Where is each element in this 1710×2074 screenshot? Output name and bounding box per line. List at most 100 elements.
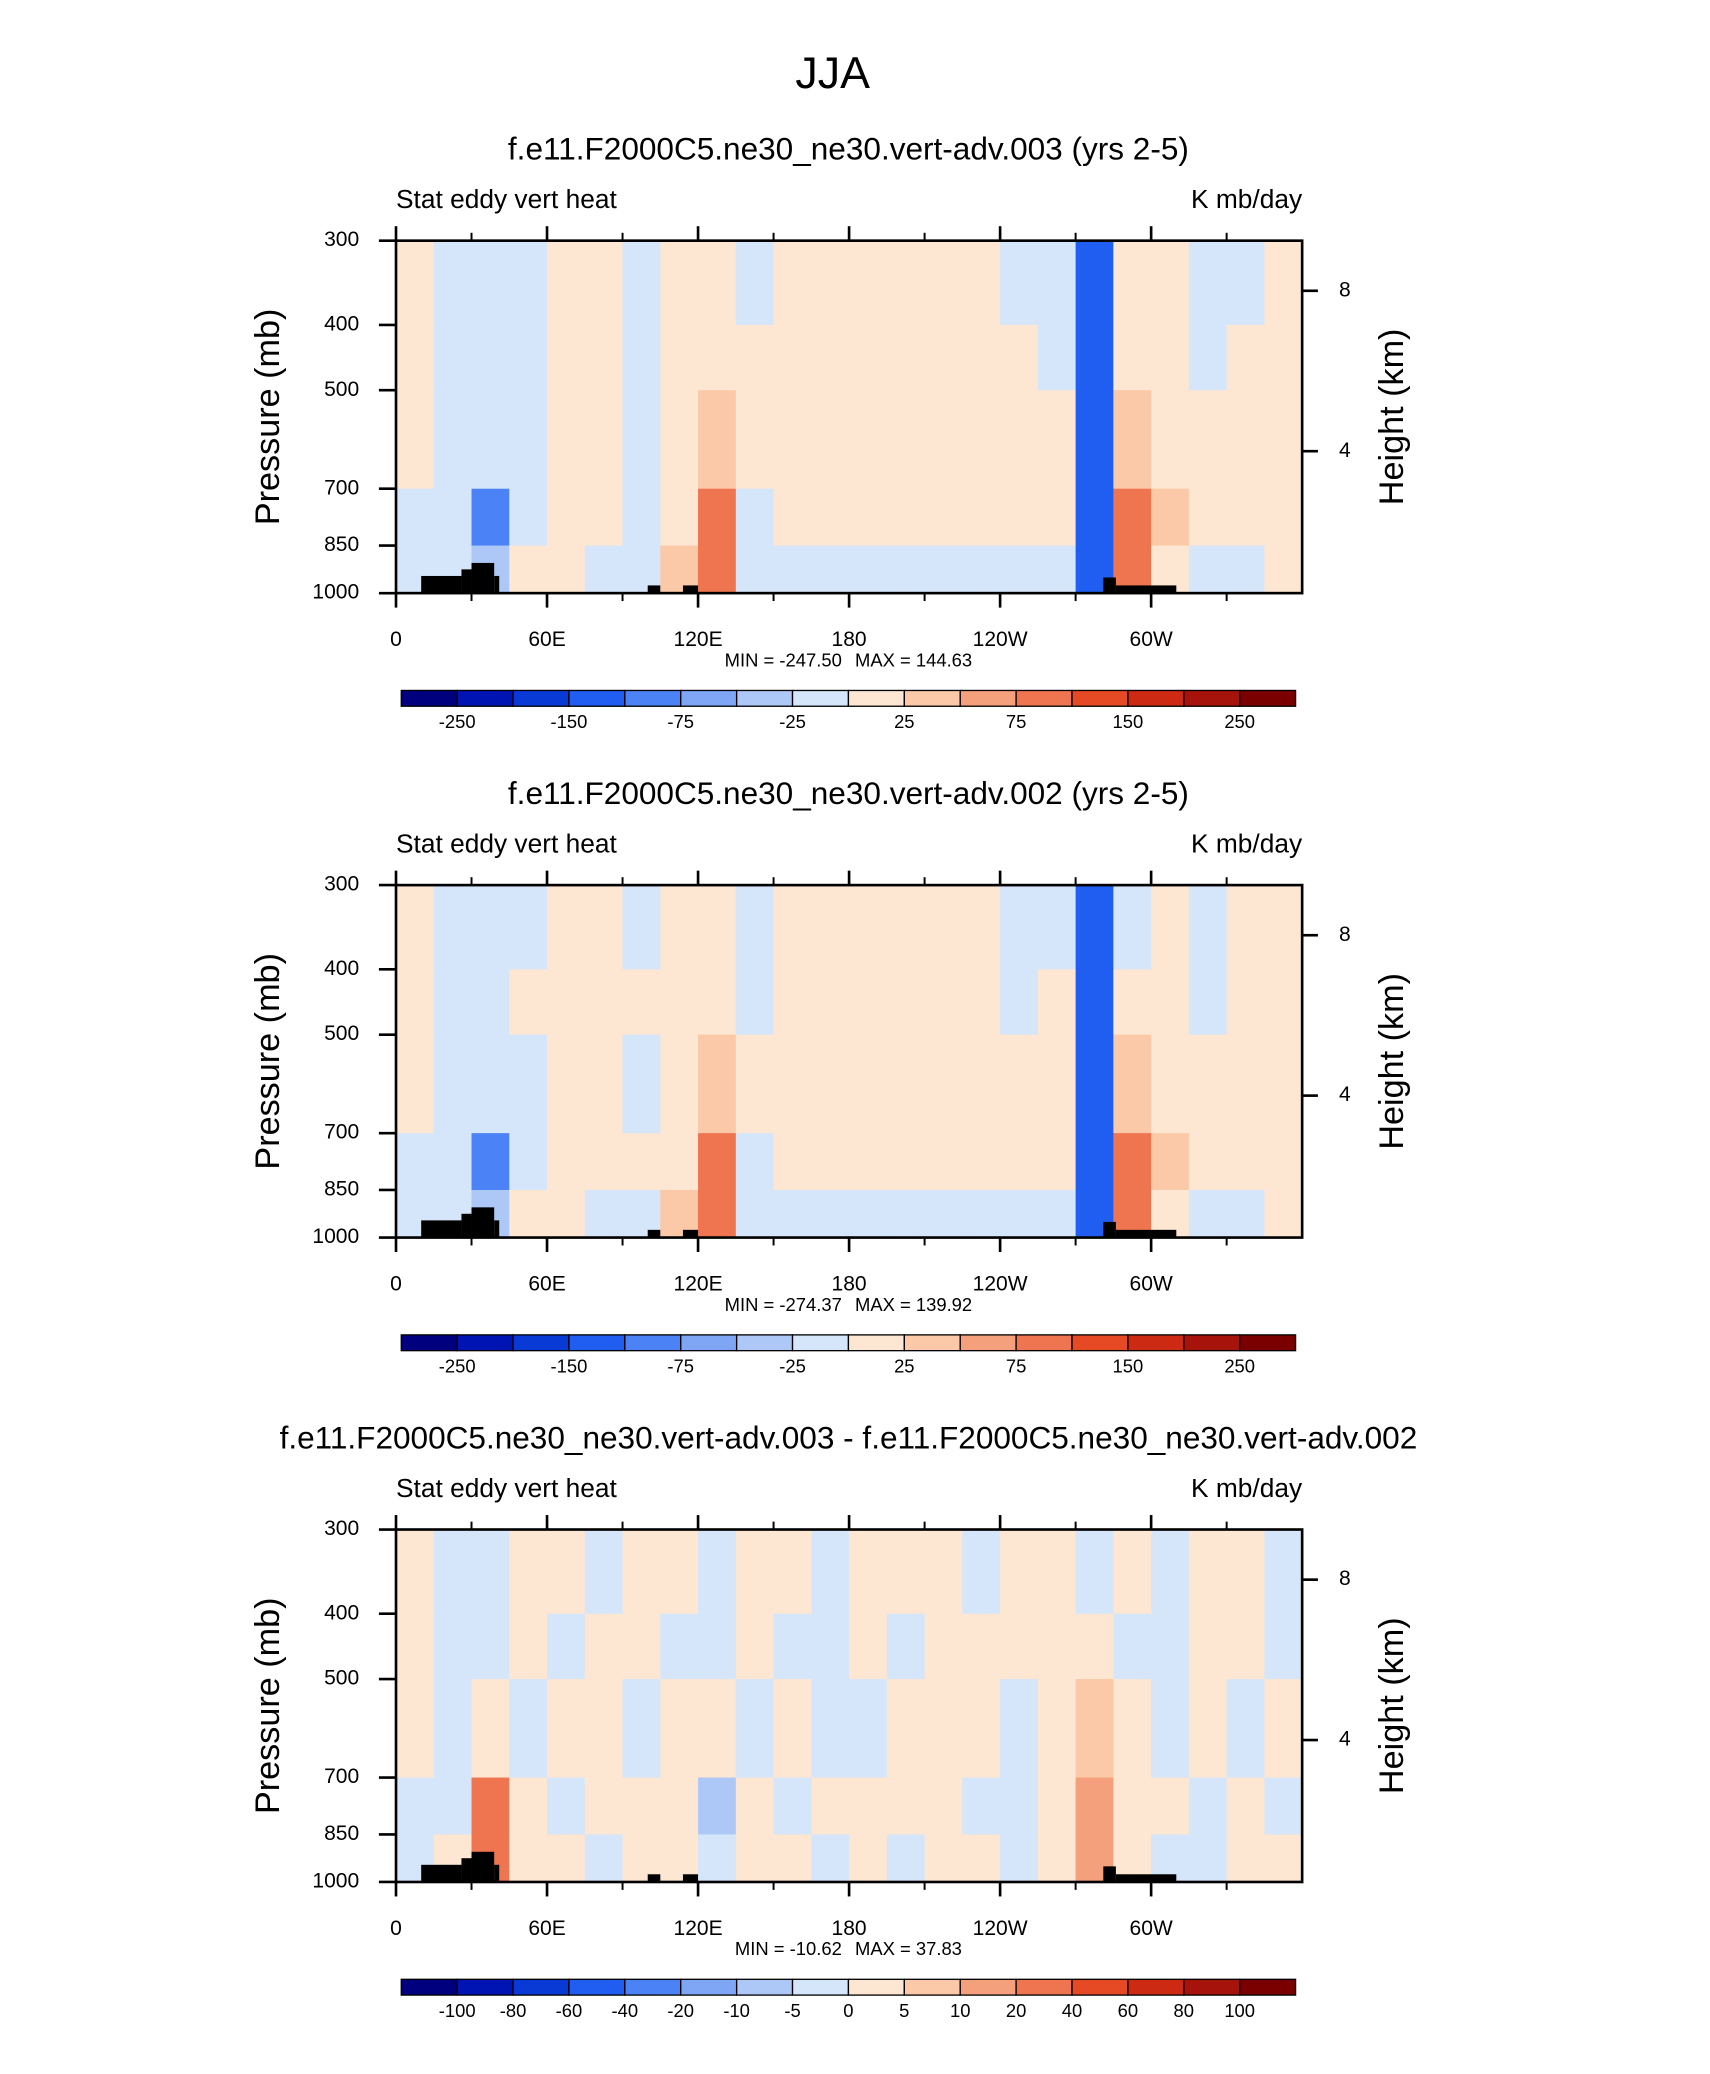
contour-cell (1151, 324, 1190, 391)
contour-cell (1000, 1613, 1039, 1680)
colorbar-segment (847, 1334, 905, 1352)
terrain (461, 1213, 472, 1238)
colorbar-segment (903, 689, 961, 707)
contour-cell (396, 324, 435, 391)
contour-cell (1037, 885, 1077, 970)
contour-cell (1075, 390, 1115, 490)
y-tick-label: 300 (324, 228, 359, 251)
contour-cell (660, 1679, 699, 1779)
contour-cell (773, 1613, 812, 1680)
contour-cell (1113, 488, 1152, 547)
colorbar-tick-label: 80 (1174, 2000, 1194, 2021)
contour-cell (1000, 324, 1039, 391)
contour-cell (849, 545, 888, 594)
contour-cell (1075, 1679, 1115, 1779)
contour-cell (698, 390, 737, 490)
colorbar-tick-label: 40 (1062, 2000, 1082, 2021)
colorbar-segment (1071, 1978, 1129, 1996)
contour-cell (773, 1679, 812, 1779)
contour-cell (1075, 1777, 1115, 1836)
contour-cell (471, 240, 510, 326)
contour-cell (698, 1529, 737, 1615)
y2-tick-label: 8 (1339, 1567, 1351, 1590)
contour-cell (1226, 885, 1266, 970)
contour-cell (962, 1777, 1001, 1836)
x-tick-label: 120E (673, 1272, 722, 1295)
colorbar-segment (1127, 689, 1185, 707)
contour-cell (660, 969, 699, 1036)
contour-cell (660, 1613, 699, 1680)
contour-cell (584, 324, 624, 391)
contour-cell (1188, 1613, 1228, 1680)
contour-cell (509, 1777, 548, 1836)
left-label: Stat eddy vert heat (396, 1473, 617, 1503)
contour-cell (433, 488, 473, 547)
contour-cell (1000, 1133, 1039, 1191)
contour-cell (735, 240, 775, 326)
x-tick-label: 60E (528, 1917, 565, 1940)
min-label: MIN = -274.37 (725, 1294, 842, 1315)
contour-cell (622, 1613, 661, 1680)
contour-cell (660, 885, 699, 970)
x-tick-label: 60E (528, 628, 565, 651)
contour-cell (1264, 1133, 1303, 1191)
contour-cell (584, 1034, 624, 1134)
contour-cell (1000, 1679, 1039, 1779)
contour-cell (1264, 1834, 1303, 1883)
contour-cell (622, 1529, 661, 1615)
contour-cell (433, 1133, 473, 1191)
contour-cell (735, 1034, 775, 1134)
colorbar-segment (1015, 1334, 1073, 1352)
contour-cell (962, 1529, 1001, 1615)
contour-cell (811, 1034, 850, 1134)
contour-cell (547, 1133, 586, 1191)
contour-cell (811, 1777, 850, 1836)
contour-cell (962, 969, 1001, 1036)
contour-cell (509, 390, 548, 490)
contour-cell (509, 1679, 548, 1779)
contour-cell (1075, 240, 1115, 326)
contour-cell (1113, 1679, 1152, 1779)
contour-cell (811, 240, 850, 326)
colorbar-segment (847, 1978, 905, 1996)
contour-cell (924, 1133, 964, 1191)
contour-cell (1264, 390, 1303, 490)
contour-cell (735, 1834, 775, 1883)
contour-cell (396, 488, 435, 547)
contour-cell (773, 969, 812, 1036)
contour-cell (1075, 324, 1115, 391)
contour-cell (1075, 885, 1115, 970)
contour-cell (1264, 969, 1303, 1036)
contour-cell (811, 1834, 850, 1883)
colorbar-segment (456, 1334, 514, 1352)
contour-cell (773, 1133, 812, 1191)
contour-cell (1075, 1034, 1115, 1134)
contour-cell (547, 545, 586, 594)
contour-cell (1037, 1189, 1077, 1239)
contour-cell (622, 1034, 661, 1134)
contour-cell (509, 1529, 548, 1615)
colorbar-segment (680, 1978, 738, 1996)
contour-cell (811, 390, 850, 490)
contour-cell (811, 885, 850, 970)
y2-axis-label: Height (km) (1373, 1617, 1411, 1794)
contour-cell (849, 1133, 888, 1191)
contour-cell (886, 240, 926, 326)
contour-cell (735, 488, 775, 547)
y2-tick-label: 4 (1339, 1083, 1351, 1106)
contour-cell (1113, 969, 1152, 1036)
contour-cell (433, 1529, 473, 1615)
contour-cell (962, 240, 1001, 326)
contour-cell (471, 1777, 510, 1836)
contour-cell (1000, 240, 1039, 326)
contour-cell (584, 1133, 624, 1191)
terrain (471, 1851, 495, 1882)
terrain (461, 1858, 472, 1882)
contour-cell (471, 1679, 510, 1779)
contour-cell (698, 1679, 737, 1779)
colorbar-segment (735, 1978, 794, 1996)
contour-cell (811, 1613, 850, 1680)
contour-cell (584, 488, 624, 547)
contour-cell (660, 488, 699, 547)
contour-cell (849, 488, 888, 547)
